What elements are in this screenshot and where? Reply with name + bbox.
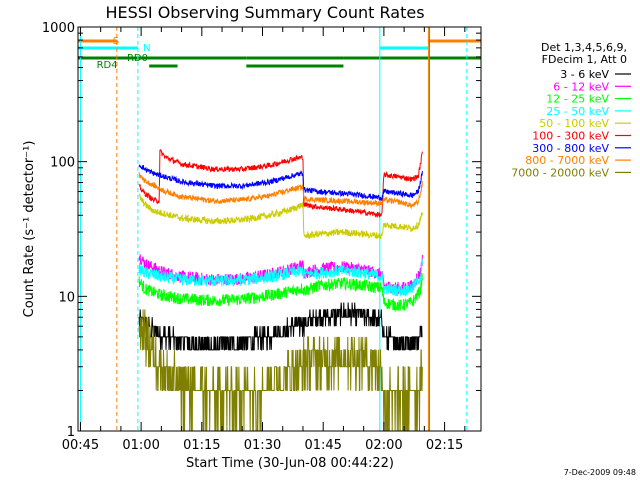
- state-label-s: S: [113, 36, 119, 47]
- data-series: [138, 149, 423, 432]
- legend-entry-label: 800 - 7000 keV: [525, 154, 609, 167]
- y-axis-label: Count Rate (s⁻¹ detector⁻¹): [22, 141, 37, 318]
- x-tick-label: 01:45: [304, 438, 341, 453]
- series-line: [138, 149, 423, 218]
- legend-entry-label: 50 - 100 keV: [539, 117, 609, 130]
- state-label-n: N: [143, 43, 150, 54]
- plot-frame: [77, 26, 482, 432]
- series-line: [138, 192, 423, 240]
- legend-entry-label: 300 - 800 keV: [532, 142, 609, 155]
- x-tick-label: 02:15: [426, 438, 463, 453]
- series-line: [138, 172, 423, 210]
- legend-entry-label: 7000 - 20000 keV: [511, 166, 609, 179]
- y-axis: 1 10 100 1000: [42, 21, 481, 440]
- legend-entry-label: 3 - 6 keV: [560, 68, 609, 81]
- x-axis-label: Start Time (30-Jun-08 00:44:22): [186, 456, 394, 471]
- series-line: [138, 164, 423, 202]
- chart-title: HESSI Observing Summary Count Rates: [105, 3, 424, 22]
- y-tick-label: 10: [58, 290, 75, 305]
- legend-header-line: FDecim 1, Att 0: [542, 53, 627, 66]
- state-label-rd4: RD4: [97, 60, 118, 71]
- x-tick-label: 02:00: [365, 438, 402, 453]
- x-tick-label: 00:45: [62, 438, 99, 453]
- state-bars: SNRD0RD4: [78, 36, 481, 71]
- y-tick-label: 1000: [42, 21, 75, 36]
- legend-entry-label: 25 - 50 keV: [546, 105, 609, 118]
- legend: Det 1,3,4,5,6,9,FDecim 1, Att 0 3 - 6 keV…: [511, 41, 631, 179]
- series-line: [138, 272, 423, 313]
- x-tick-label: 01:00: [122, 438, 159, 453]
- x-axis: 00:45 01:00 01:15 01:30 01:45 02:00 02:15: [62, 27, 466, 453]
- series-line: [138, 309, 423, 432]
- legend-header-line: Det 1,3,4,5,6,9,: [541, 41, 627, 54]
- series-line: [138, 302, 423, 351]
- legend-entry-label: 6 - 12 keV: [553, 80, 609, 93]
- y-tick-label: 1: [67, 425, 75, 440]
- legend-entry-label: 12 - 25 keV: [546, 93, 609, 106]
- vertical-markers: [79, 27, 468, 431]
- x-tick-label: 01:15: [183, 438, 220, 453]
- timestamp: 7-Dec-2009 09:48: [564, 468, 636, 477]
- y-tick-label: 100: [50, 156, 75, 171]
- legend-entry-label: 100 - 300 keV: [532, 130, 609, 143]
- series-line: [138, 258, 423, 297]
- x-tick-label: 01:30: [244, 438, 281, 453]
